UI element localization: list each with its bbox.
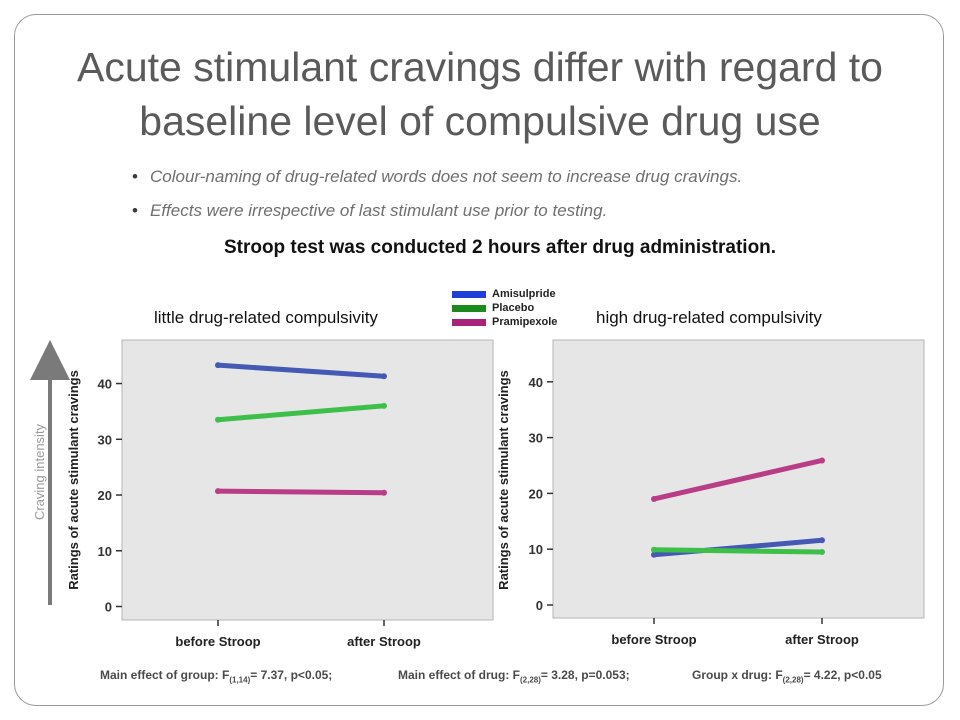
right-panel-title: high drug-related compulsivity [596,308,822,327]
stats-text: = 3.28, p=0.053; [540,668,630,682]
stats-subscript: (2,28) [782,675,804,685]
legend-swatch [452,319,486,326]
stats-text: Group x drug: F [692,668,783,682]
legend-label: Placebo [492,302,535,314]
stats-text: = 4.22, p<0.05 [803,668,882,682]
bullet-item: Effects were irrespective of last stimul… [132,194,742,228]
legend-label: Amisulpride [492,288,556,300]
legend-label: Pramipexole [492,316,558,328]
title-line-2: baseline level of compulsive drug use [139,98,821,144]
slide-frame [14,14,944,706]
stats-group-effect: Main effect of group: F(1,14)= 7.37, p<0… [100,668,332,684]
left-panel-title: little drug-related compulsivity [154,308,378,327]
title-line-1: Acute stimulant cravings differ with reg… [77,44,883,90]
legend-swatch [452,291,486,298]
stats-text: Main effect of drug: F [398,668,520,682]
legend-swatch [452,305,486,312]
bullet-item: Colour-naming of drug-related words does… [132,160,742,194]
subheading: Stroop test was conducted 2 hours after … [223,237,777,258]
bullet-list: Colour-naming of drug-related words does… [132,160,742,228]
stats-interaction: Group x drug: F(2,28)= 4.22, p<0.05 [692,668,882,684]
stats-subscript: (2,28) [520,675,541,685]
slide-title: Acute stimulant cravings differ with reg… [20,40,940,148]
stats-text: = 7.37, p<0.05; [250,668,333,682]
stats-drug-effect: Main effect of drug: F(2,28)= 3.28, p=0.… [398,668,630,684]
stats-text: Main effect of group: F [100,668,230,682]
stats-subscript: (1,14) [229,675,251,685]
